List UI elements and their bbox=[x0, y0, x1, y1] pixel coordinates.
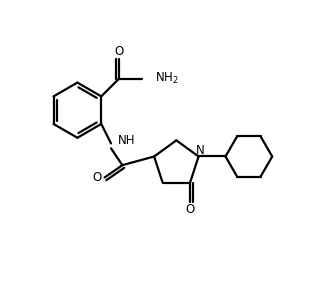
Text: O: O bbox=[93, 171, 102, 184]
Text: O: O bbox=[185, 203, 195, 216]
Text: NH: NH bbox=[118, 134, 136, 147]
Text: O: O bbox=[115, 45, 124, 58]
Text: N: N bbox=[196, 144, 205, 157]
Text: NH$_2$: NH$_2$ bbox=[155, 71, 179, 86]
